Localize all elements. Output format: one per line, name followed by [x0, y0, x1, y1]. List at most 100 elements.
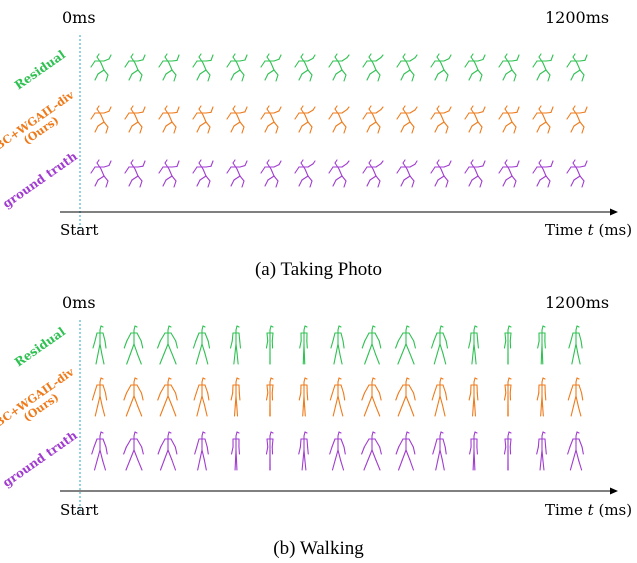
skeleton-pose-frame — [329, 431, 346, 471]
figure-caption: (a) Taking Photo — [254, 259, 383, 280]
panel-taking-photo: 0ms 1200ms Residual BC+WGAIL-div (Ours) … — [0, 8, 632, 280]
skeleton-pose-frame — [92, 325, 107, 365]
skeleton-pose-frame — [194, 431, 209, 471]
skeleton-pose-frame — [361, 377, 382, 417]
start-label: Start — [60, 501, 99, 519]
time-axis-label: Time t (ms) — [545, 221, 632, 239]
skeleton-pose-frame — [226, 53, 248, 82]
skeleton-pose-frame — [299, 325, 308, 365]
skeleton-pose-frame — [158, 159, 180, 188]
skeleton-pose-frame — [532, 159, 554, 188]
skeleton-pose-frame — [503, 325, 512, 365]
skeleton-pose-frame — [532, 53, 554, 82]
skeleton-pose-frame — [468, 325, 479, 365]
skeleton-pose-frame — [362, 53, 384, 82]
skeleton-pose-frame — [123, 377, 144, 417]
skeleton-pose-frame — [361, 431, 382, 471]
skeleton-pose-frame — [265, 377, 274, 417]
skeleton-pose-frame — [430, 53, 452, 82]
time-start-label: 0ms — [62, 8, 96, 27]
skeleton-pose-frame — [192, 53, 214, 82]
time-axis-label-var: t — [587, 501, 594, 519]
skeleton-pose-frame — [231, 431, 240, 471]
time-axis-label-pre: Time — [545, 221, 588, 239]
skeleton-pose-frame — [192, 325, 211, 365]
skeleton-pose-frame — [90, 105, 112, 134]
skeleton-pose-frame — [91, 431, 108, 471]
skeleton-pose-frame — [158, 53, 180, 82]
skeleton-pose-frame — [536, 431, 547, 471]
skeleton-pose-frame — [294, 53, 316, 82]
skeleton-pose-frame — [265, 325, 274, 365]
skeleton-pose-frame — [124, 105, 146, 134]
skeleton-pose-frame — [396, 159, 418, 188]
time-axis-label: Time t (ms) — [545, 501, 632, 519]
skeleton-pose-frame — [260, 105, 282, 134]
skeleton-pose-frame — [532, 105, 554, 134]
skeleton-pose-frame — [226, 105, 248, 134]
skeleton-pose-frame — [567, 377, 584, 417]
skeleton-pose-frame — [158, 105, 180, 134]
skeleton-pose-frame — [124, 159, 146, 188]
skeleton-pose-frame — [503, 377, 512, 417]
skeleton-pose-frame — [498, 159, 520, 188]
skeleton-pose-frame — [294, 105, 316, 134]
skeleton-pose-frame — [91, 377, 108, 417]
skeleton-pose-frame — [536, 377, 547, 417]
skeleton-pose-frame — [192, 159, 214, 188]
skeleton-pose-frame — [464, 105, 486, 134]
figure-caption: (b) Walking — [273, 538, 364, 559]
skeleton-pose-frame — [328, 53, 350, 82]
ground-truth-row — [90, 159, 588, 188]
skeleton-pose-frame — [90, 159, 112, 188]
skeleton-pose-frame — [431, 377, 448, 417]
skeleton-pose-frame — [395, 377, 416, 417]
time-axis-label-post: (ms) — [593, 221, 633, 239]
skeleton-pose-frame — [265, 431, 274, 471]
skeleton-pose-frame — [361, 325, 382, 365]
time-start-label: 0ms — [62, 293, 96, 312]
start-label: Start — [60, 221, 99, 239]
skeleton-pose-frame — [157, 377, 178, 417]
time-end-label: 1200ms — [545, 293, 610, 312]
time-axis-label-post: (ms) — [593, 501, 633, 519]
skeleton-pose-frame — [123, 325, 144, 365]
skeleton-pose-frame — [468, 377, 479, 417]
skeleton-pose-frame — [395, 325, 416, 365]
time-axis-label-pre: Time — [545, 501, 588, 519]
skeleton-pose-frame — [464, 159, 486, 188]
skeleton-pose-frame — [498, 105, 520, 134]
time-end-label: 1200ms — [545, 8, 610, 27]
skeleton-pose-frame — [229, 325, 242, 365]
skeleton-pose-frame — [568, 325, 583, 365]
skeleton-pose-frame — [90, 53, 112, 82]
skeleton-pose-frame — [230, 377, 241, 417]
panel-walking: 0ms 1200ms Residual BC+WGAIL-div (Ours) … — [0, 285, 637, 563]
skeleton-pose-frame — [328, 105, 350, 134]
motion-sequence-figure — [60, 35, 618, 230]
skeleton-pose-frame — [193, 377, 210, 417]
skeleton-pose-frame — [498, 53, 520, 82]
skeleton-pose-frame — [566, 53, 588, 82]
time-axis-arrowhead — [610, 208, 618, 216]
skeleton-pose-frame — [329, 377, 346, 417]
time-axis-arrowhead — [610, 487, 618, 495]
skeleton-pose-frame — [157, 325, 178, 365]
skeleton-pose-frame — [395, 431, 416, 471]
skeleton-pose-frame — [464, 53, 486, 82]
ours-row — [90, 105, 588, 134]
skeleton-pose-frame — [124, 53, 146, 82]
skeleton-pose-frame — [362, 159, 384, 188]
skeleton-pose-frame — [396, 53, 418, 82]
skeleton-pose-frame — [396, 105, 418, 134]
skeleton-pose-frame — [537, 325, 546, 365]
ground-truth-row — [91, 431, 584, 471]
skeleton-pose-frame — [566, 105, 588, 134]
skeleton-pose-frame — [469, 431, 478, 471]
skeleton-pose-frame — [298, 377, 309, 417]
time-axis-label-var: t — [587, 221, 594, 239]
skeleton-pose-frame — [226, 159, 248, 188]
ours-row — [91, 377, 584, 417]
skeleton-pose-frame — [123, 431, 144, 471]
skeleton-pose-frame — [430, 105, 452, 134]
